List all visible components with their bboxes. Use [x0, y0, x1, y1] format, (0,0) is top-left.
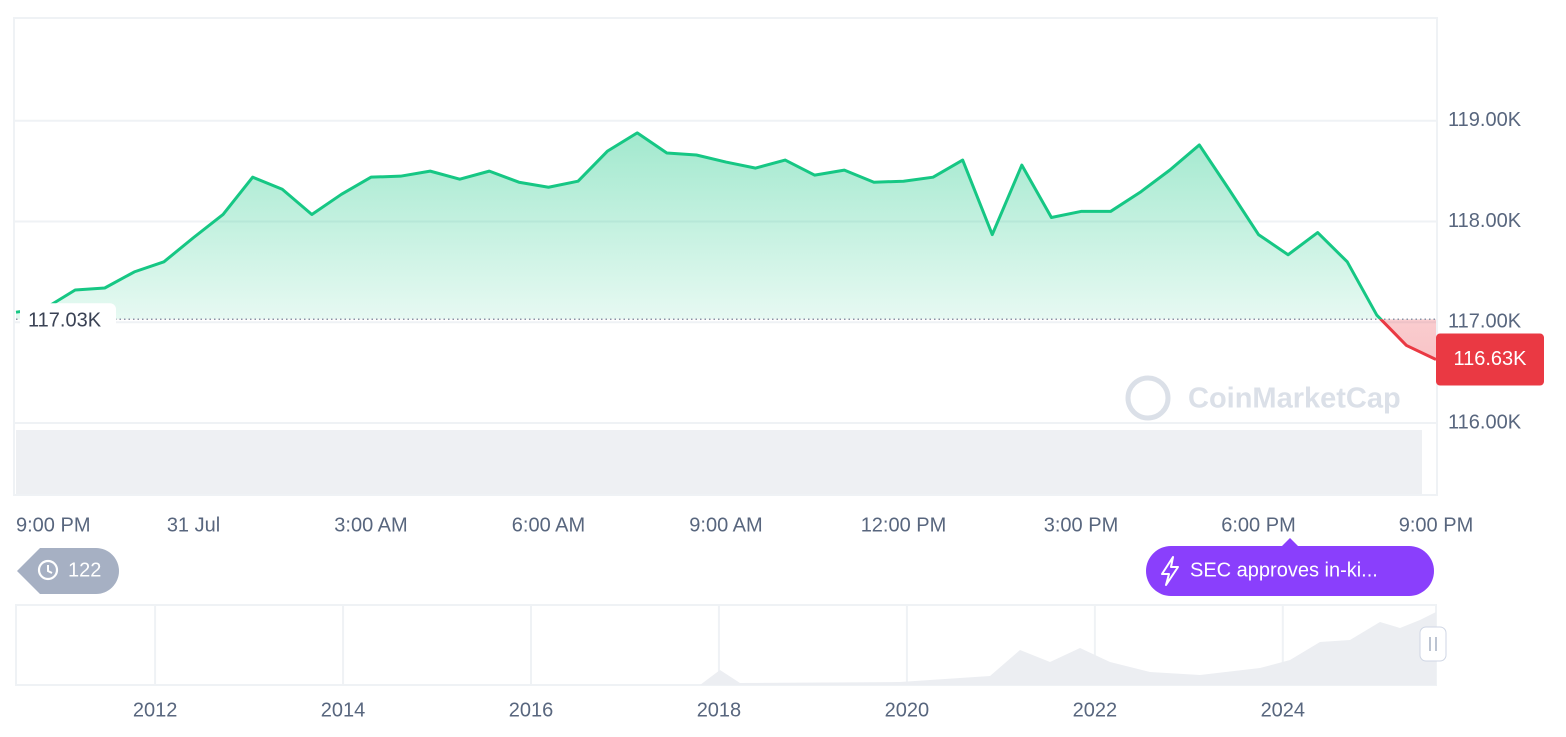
plot-frame: [13, 17, 1438, 496]
watermark: CoinMarketCap: [1188, 383, 1401, 415]
history-badge-shape: [17, 548, 120, 594]
last-price-label: 116.63K: [1453, 348, 1527, 370]
last-price-badge: [1436, 333, 1544, 386]
navigator-tick-label: 2014: [321, 699, 366, 721]
navigator-area: [16, 612, 1436, 685]
handle-grip: [1429, 637, 1437, 651]
navigator-tick-label: 2016: [509, 699, 554, 721]
history-count: 122: [68, 559, 101, 581]
x-tick-label: 6:00 PM: [1221, 514, 1295, 536]
x-tick-label: 9:00 PM: [1399, 514, 1473, 536]
price-line-up: [15, 131, 1383, 320]
x-tick-label: 6:00 AM: [512, 514, 585, 536]
baseline-label-bg: [20, 303, 116, 336]
watermark-logo: [1125, 375, 1171, 421]
navigator-tick-label: 2022: [1073, 699, 1118, 721]
x-tick-label: 9:00 AM: [689, 514, 762, 536]
handle-shape: [1419, 626, 1447, 662]
news-text: SEC approves in-ki...: [1190, 559, 1378, 581]
clock-hand: [47, 565, 53, 574]
news-pill[interactable]: SEC approves in-ki...: [1146, 538, 1434, 596]
volume-band: [16, 430, 1422, 494]
y-tick-label: 119.00K: [1448, 109, 1522, 131]
y-tick-label: 117.00K: [1448, 311, 1522, 333]
navigator-tick-label: 2020: [885, 699, 930, 721]
news-pointer: [1282, 538, 1298, 546]
navigator-handle[interactable]: [1419, 626, 1447, 662]
baseline-label: 117.03K: [28, 310, 102, 332]
navigator-tick-label: 2018: [697, 699, 742, 721]
y-tick-label: 118.00K: [1448, 210, 1522, 232]
navigator-tick-label: 2024: [1261, 699, 1306, 721]
x-tick-label: 3:00 PM: [1044, 514, 1118, 536]
x-tick-label: 9:00 PM: [16, 514, 90, 536]
bolt-icon: [1161, 556, 1179, 586]
area-up: [16, 132, 1436, 320]
area-down: [1380, 319, 1436, 360]
y-tick-label: 116.00K: [1448, 411, 1522, 433]
x-tick-label: 31 Jul: [167, 514, 220, 536]
history-badge[interactable]: 122: [17, 548, 120, 594]
news-pill-shape: [1146, 546, 1434, 596]
navigator: [15, 604, 1437, 686]
navigator-tick-label: 2012: [133, 699, 178, 721]
x-tick-label: 3:00 AM: [334, 514, 407, 536]
clock-icon: [37, 559, 59, 581]
x-tick-label: 12:00 PM: [861, 514, 947, 536]
